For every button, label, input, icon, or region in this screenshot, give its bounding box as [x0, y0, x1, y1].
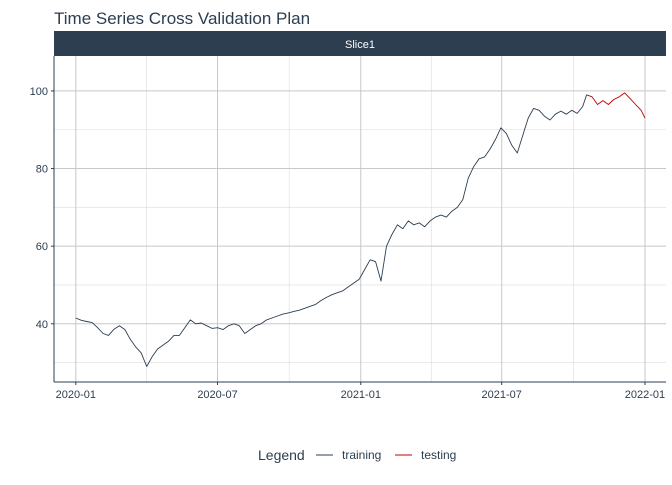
x-tick-label: 2021-01	[341, 389, 381, 401]
y-tick-label: 40	[36, 319, 48, 331]
x-tick-label: 2020-01	[56, 389, 96, 401]
y-tick-label: 60	[36, 241, 48, 253]
legend-label-training: training	[342, 448, 381, 462]
legend-title: Legend	[258, 447, 305, 463]
legend: Legend training testing	[258, 447, 456, 463]
x-ticks: 2020-01 2020-07 2021-01 2021-07 2022-01	[56, 382, 665, 401]
series-layer	[75, 92, 646, 367]
y-ticks: 40 60 80 100	[30, 86, 54, 331]
series-line-training	[75, 94, 588, 367]
grid-major	[54, 56, 666, 382]
x-tick-label: 2020-07	[197, 389, 237, 401]
legend-label-testing: testing	[421, 448, 456, 462]
facet-label: Slice1	[345, 39, 375, 51]
series-line-testing	[586, 92, 646, 119]
x-tick-label: 2022-01	[625, 389, 665, 401]
y-tick-label: 80	[36, 164, 48, 176]
x-tick-label: 2021-07	[482, 389, 522, 401]
facet-strip	[54, 31, 666, 56]
y-tick-label: 100	[30, 86, 48, 98]
grid-minor	[54, 56, 666, 382]
chart-title: Time Series Cross Validation Plan	[54, 9, 310, 28]
